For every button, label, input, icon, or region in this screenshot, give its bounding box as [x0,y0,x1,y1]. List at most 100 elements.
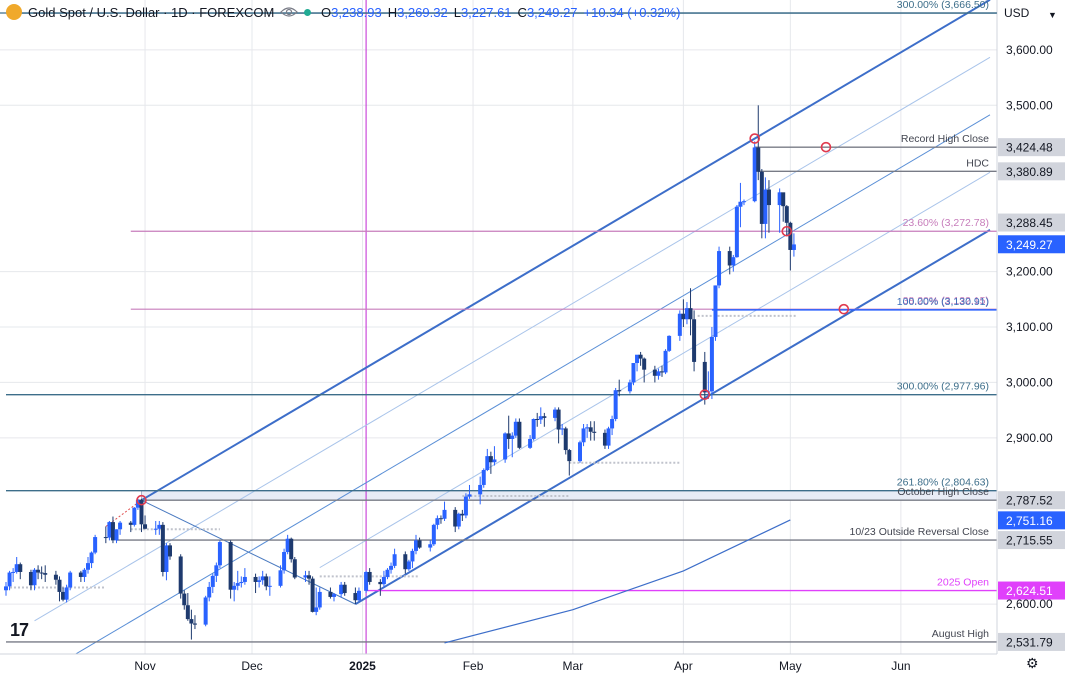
candle-body [667,335,672,351]
time-tick-label: Dec [241,659,262,673]
price-label-box [998,531,1065,550]
candle-body [332,594,336,597]
symbol-title[interactable]: Gold Spot / U.S. Dollar · 1D · FOREXCOM [28,4,275,20]
candle-body [389,565,394,570]
candle-body [153,528,158,530]
candle-body [207,586,212,598]
candle-body [456,513,461,527]
candle-body [734,206,739,258]
candle-body [285,538,290,553]
candle-body [64,587,69,600]
candle-body [217,542,222,566]
candle-body [157,524,162,529]
candle-body [82,569,87,577]
candle-body [168,545,172,557]
candle-body [627,382,632,392]
candle-body [28,571,33,586]
candle-body [513,421,518,436]
pivot-marker [781,225,793,237]
eye-icon[interactable] [280,5,299,19]
candle-body [128,522,133,525]
price-label-box [998,581,1065,600]
price-label-text: 2,624.51 [1006,584,1053,598]
candle-body [709,336,714,392]
currency-selector[interactable]: USD [1004,6,1030,20]
candle-body [467,494,472,497]
candle-body [192,623,197,625]
candle-body [89,552,94,564]
price-label-box [998,491,1065,510]
candle-body [791,244,796,250]
pivot-marker [136,494,147,506]
high-label: H [387,4,398,20]
candle-body [588,427,593,432]
candle-body [613,390,618,420]
price-label-text: 2,531.79 [1006,635,1053,649]
candle-body [488,456,493,463]
candle-body [107,522,112,538]
candle-body [492,459,497,463]
candle-body [103,537,108,539]
candle-body [78,572,83,577]
candle-body [253,576,258,582]
candle-body [506,433,511,439]
candle-body [631,363,636,383]
candle-body [267,585,272,587]
level-label: October High Close [897,486,989,498]
resistance-band [141,490,998,501]
candle-body [93,537,98,553]
candle-body [381,576,386,585]
price-tick-label: 2,900.00 [1006,431,1053,445]
candle-body [143,524,148,529]
moving-average-line [444,519,791,644]
candle-body [53,574,58,580]
candle-body [260,576,265,581]
pivot-marker [749,133,760,144]
level-label: 100.00% (3,130.91) [897,296,989,308]
candle-body [788,222,793,250]
candle-body [132,507,137,525]
low-value: 3,227.61 [460,4,512,20]
price-tick-label: 3,100.00 [1006,320,1053,334]
candle-body [528,438,533,448]
settings-gear-icon[interactable]: ⚙ [1026,655,1039,671]
candle-body [314,607,319,612]
price-label-text: 3,249.27 [1006,238,1053,252]
candle-body [610,419,615,429]
candle-body [307,575,312,579]
candle-body [766,189,771,206]
low-label: L [453,4,461,20]
time-tick-label: Jun [891,659,910,673]
candle-body [4,586,8,591]
price-label-box [998,511,1065,530]
candle-body [164,545,169,572]
candle-body [460,513,465,516]
price-tick-label: 3,200.00 [1006,265,1053,279]
candle-body [257,580,262,582]
candle-body [485,456,490,470]
price-tick-label: 3,600.00 [1006,43,1053,57]
chart-header: Gold Spot / U.S. Dollar · 1D · FOREXCOM … [6,4,680,20]
candle-body [592,431,597,433]
candle-body [342,584,347,594]
candle-body [784,206,789,223]
candle-body [57,579,62,592]
candle-body [563,428,568,451]
open-label: O [320,4,332,20]
price-label-box [998,213,1065,232]
candle-body [463,496,468,516]
candle-body [602,432,607,446]
change-value: +10.34 (+0.32%) [583,4,681,20]
candle-body [442,509,447,519]
candle-body [535,419,540,421]
candle-body [239,581,244,584]
candle-body [688,308,693,320]
chevron-down-icon[interactable]: ▼ [1048,10,1057,20]
candle-body [606,428,611,446]
candle-body [781,192,786,207]
candle-body [14,564,19,572]
time-axis [0,654,997,676]
pivot-marker [699,389,711,400]
candle-body [542,416,547,418]
